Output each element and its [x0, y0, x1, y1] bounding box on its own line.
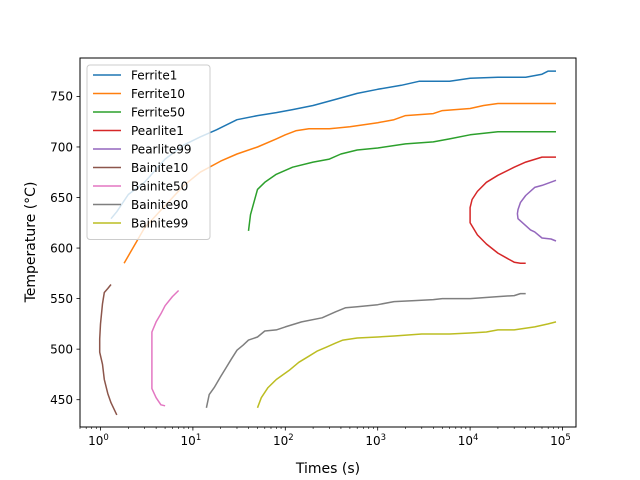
- y-tick-label: 700: [50, 140, 73, 154]
- y-axis: 450 500 550 600 650 700 750: [50, 90, 80, 407]
- y-tick-label: 450: [50, 393, 73, 407]
- y-tick-label: 500: [50, 342, 73, 356]
- legend-label-ferrite1: Ferrite1: [131, 68, 177, 82]
- legend-label-bainite90: Bainite90: [131, 198, 188, 212]
- plot-frame: [79, 57, 577, 428]
- legend-label-bainite99: Bainite99: [131, 216, 188, 230]
- legend-label-pearlite99: Pearlite99: [131, 142, 192, 156]
- legend-label-ferrite50: Ferrite50: [131, 105, 185, 119]
- x-axis-label: Times (s): [295, 461, 360, 477]
- legend: Ferrite1 Ferrite10 Ferrite50 Pearlite1 Pearl…: [86, 64, 211, 240]
- legend-label-bainite50: Bainite50: [131, 179, 188, 193]
- legend-label-pearlite1: Pearlite1: [131, 124, 184, 138]
- series-line-bainite10: [98, 284, 118, 416]
- series-line-bainite99: [256, 321, 557, 409]
- series-line-bainite50: [151, 289, 180, 407]
- legend-frame: [86, 64, 211, 240]
- legend-label-bainite10: Bainite10: [131, 161, 188, 175]
- y-tick-label: 550: [50, 292, 73, 306]
- series-line-ferrite50: [247, 131, 556, 231]
- series-line-pearlite1: [469, 156, 556, 264]
- series-line-pearlite99: [516, 179, 557, 242]
- y-tick-label: 750: [50, 90, 73, 104]
- y-tick-label: 650: [50, 191, 73, 205]
- legend-label-ferrite10: Ferrite10: [131, 87, 185, 101]
- y-axis-label: Temperature (°C): [23, 182, 39, 304]
- y-tick-label: 600: [50, 241, 73, 255]
- series-line-bainite90: [205, 292, 526, 408]
